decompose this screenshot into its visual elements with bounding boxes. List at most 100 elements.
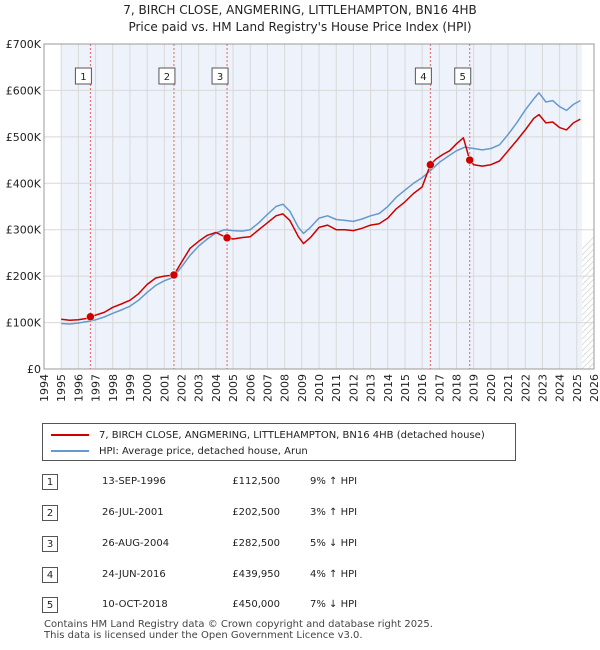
sale-price: £439,950: [232, 569, 280, 580]
x-tick-label: 1996: [72, 374, 85, 402]
sale-price: £112,500: [232, 476, 280, 487]
sale-label-box: [158, 67, 176, 85]
future-hatch: [581, 302, 594, 316]
x-tick-label: 2013: [365, 374, 378, 402]
sale-hpi-change: 7% ↓ HPI: [310, 599, 358, 610]
y-tick-label: £0: [27, 363, 41, 376]
x-tick-label: 2026: [588, 374, 600, 402]
x-tick-label: 2018: [451, 374, 464, 402]
y-tick-label: £300K: [6, 224, 42, 237]
x-tick-label: 2004: [210, 374, 223, 402]
sale-label-box: [414, 67, 432, 85]
legend-swatch-property: [51, 434, 89, 436]
y-tick-label: £400K: [6, 177, 42, 190]
chart-title: 7, BIRCH CLOSE, ANGMERING, LITTLEHAMPTON…: [123, 3, 477, 17]
sale-number-badge: 2: [42, 505, 58, 521]
legend-item-hpi: HPI: Average price, detached house, Arun: [51, 443, 308, 459]
data-period-shade: [61, 44, 582, 369]
sale-label: 5: [460, 72, 466, 83]
x-tick-label: 2012: [347, 374, 360, 402]
legend-label-hpi: HPI: Average price, detached house, Arun: [99, 445, 308, 457]
sale-label: 4: [420, 72, 426, 83]
table-row: 2 26-JUL-2001 £202,500 3% ↑ HPI: [42, 505, 462, 523]
x-tick-label: 2024: [554, 374, 567, 402]
sale-date: 26-JUL-2001: [102, 507, 164, 518]
legend-swatch-hpi: [51, 450, 89, 452]
x-tick-label: 1999: [124, 374, 137, 402]
footer-copyright: Contains HM Land Registry data © Crown c…: [44, 619, 433, 630]
sale-label-box: [74, 67, 92, 85]
x-tick-label: 2006: [244, 374, 257, 402]
x-tick-label: 2001: [158, 374, 171, 402]
x-tick-label: 1995: [55, 374, 68, 402]
x-tick-label: 2003: [193, 374, 206, 402]
x-tick-label: 2009: [296, 374, 309, 402]
chart-subtitle: Price paid vs. HM Land Registry's House …: [128, 20, 472, 34]
chart-title-block: 7, BIRCH CLOSE, ANGMERING, LITTLEHAMPTON…: [0, 2, 600, 36]
x-tick-label: 2020: [485, 374, 498, 402]
sale-price: £282,500: [232, 538, 280, 549]
legend-item-property: 7, BIRCH CLOSE, ANGMERING, LITTLEHAMPTON…: [51, 427, 485, 443]
y-tick-label: £600K: [6, 84, 42, 97]
x-tick-label: 2008: [279, 374, 292, 402]
sale-hpi-change: 3% ↑ HPI: [310, 507, 358, 518]
legend: 7, BIRCH CLOSE, ANGMERING, LITTLEHAMPTON…: [42, 423, 516, 461]
series-line-property: [61, 113, 581, 322]
x-tick-label: 2025: [571, 374, 584, 402]
sale-price: £202,500: [232, 507, 280, 518]
x-tick-label: 2019: [468, 374, 481, 402]
x-tick-label: 2022: [519, 374, 532, 402]
legend-label-property: 7, BIRCH CLOSE, ANGMERING, LITTLEHAMPTON…: [99, 429, 485, 441]
x-tick-label: 2002: [176, 374, 189, 402]
x-tick-label: 2000: [141, 374, 154, 402]
future-area: [581, 44, 594, 369]
sale-label: 3: [217, 72, 223, 83]
footer: Contains HM Land Registry data © Crown c…: [44, 619, 433, 641]
sale-point: [465, 155, 474, 165]
series-line-hpi: [61, 92, 581, 325]
y-tick-label: £100K: [6, 317, 42, 330]
sale-label: 2: [164, 72, 170, 83]
x-tick-label: 2023: [536, 374, 549, 402]
sale-date: 10-OCT-2018: [102, 599, 168, 610]
sale-hpi-change: 4% ↑ HPI: [310, 569, 358, 580]
sale-price: £450,000: [232, 599, 280, 610]
sale-date: 13-SEP-1996: [102, 476, 166, 487]
sale-number-badge: 1: [42, 474, 58, 490]
future-hatch: [581, 308, 594, 322]
sale-label-box: [211, 67, 229, 85]
x-tick-label: 1998: [107, 374, 120, 402]
table-row: 3 26-AUG-2004 £282,500 5% ↓ HPI: [42, 536, 462, 554]
x-tick-label: 2014: [382, 374, 395, 402]
sale-number-badge: 4: [42, 567, 58, 583]
footer-license: This data is licensed under the Open Gov…: [44, 630, 363, 641]
y-tick-label: £200K: [6, 270, 42, 283]
x-tick-label: 1997: [90, 374, 103, 402]
sale-number-badge: 3: [42, 536, 58, 552]
x-tick-label: 2007: [261, 374, 274, 402]
table-row: 4 24-JUN-2016 £439,950 4% ↑ HPI: [42, 567, 462, 585]
future-hatch: [593, 368, 594, 369]
y-tick-label: £700K: [6, 38, 42, 51]
x-tick-label: 2011: [330, 374, 343, 402]
sale-point: [222, 233, 232, 243]
sale-hpi-change: 9% ↑ HPI: [310, 476, 358, 487]
price-chart: £0 £100K £200K £300K £400K £500K £600K £700K 199…: [6, 38, 600, 402]
x-tick-label: 2021: [502, 374, 515, 402]
x-tick-label: 2016: [416, 374, 429, 402]
y-tick-label: £500K: [6, 131, 42, 144]
sale-point: [169, 270, 179, 280]
sale-date: 26-AUG-2004: [102, 538, 170, 549]
x-tick-label: 2017: [433, 374, 446, 402]
x-tick-label: 1994: [38, 374, 51, 402]
sale-hpi-change: 5% ↓ HPI: [310, 538, 358, 549]
plot-frame: [43, 43, 595, 370]
sale-point: [86, 312, 95, 322]
sale-point: [426, 160, 435, 169]
sale-label: 1: [80, 72, 86, 83]
sale-label-box: [454, 67, 472, 85]
x-tick-label: 2005: [227, 374, 240, 402]
table-row: 5 10-OCT-2018 £450,000 7% ↓ HPI: [42, 597, 462, 615]
sale-date: 24-JUN-2016: [102, 569, 166, 580]
table-row: 1 13-SEP-1996 £112,500 9% ↑ HPI: [42, 474, 462, 492]
